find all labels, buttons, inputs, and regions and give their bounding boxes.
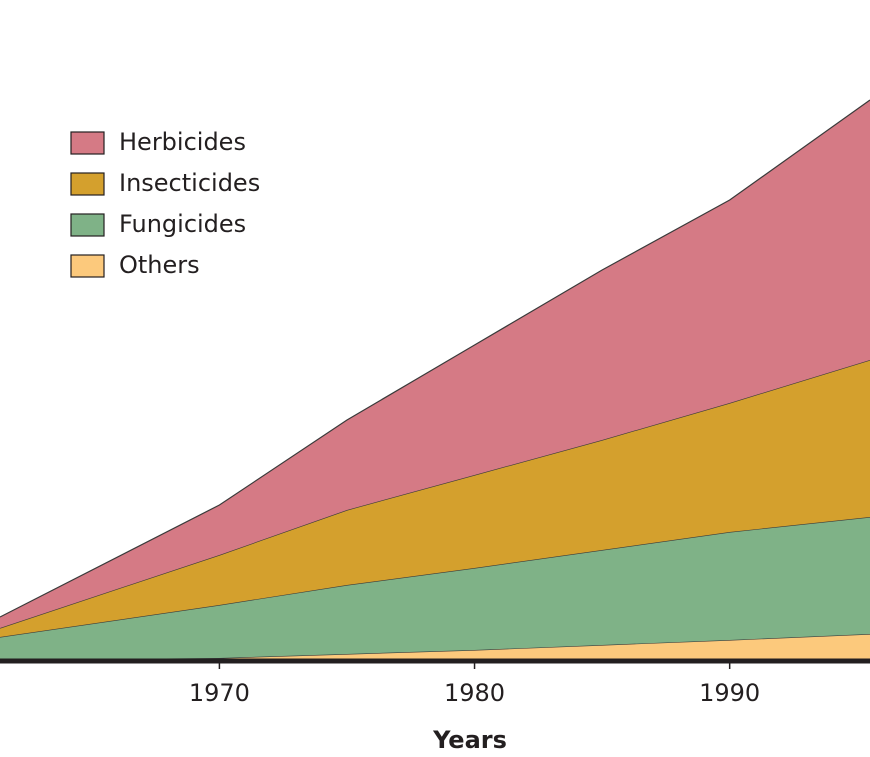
area bbox=[0, 634, 870, 660]
legend-swatch bbox=[70, 131, 105, 155]
x-tick-label: 1980 bbox=[444, 679, 505, 707]
x-tick-label: 1990 bbox=[699, 679, 760, 707]
legend-swatch bbox=[70, 254, 105, 278]
legend-label: Herbicides bbox=[119, 128, 246, 156]
legend-swatch bbox=[70, 213, 105, 237]
area bbox=[0, 100, 870, 628]
x-tick-label: 1970 bbox=[189, 679, 250, 707]
legend-label: Insecticides bbox=[119, 169, 260, 197]
legend-swatch bbox=[70, 172, 105, 196]
area-edge bbox=[0, 99, 870, 618]
area bbox=[0, 360, 870, 637]
legend-label: Others bbox=[119, 251, 200, 279]
area bbox=[0, 517, 870, 660]
legend-label: Fungicides bbox=[119, 210, 246, 238]
x-axis-title: Years bbox=[432, 726, 507, 754]
